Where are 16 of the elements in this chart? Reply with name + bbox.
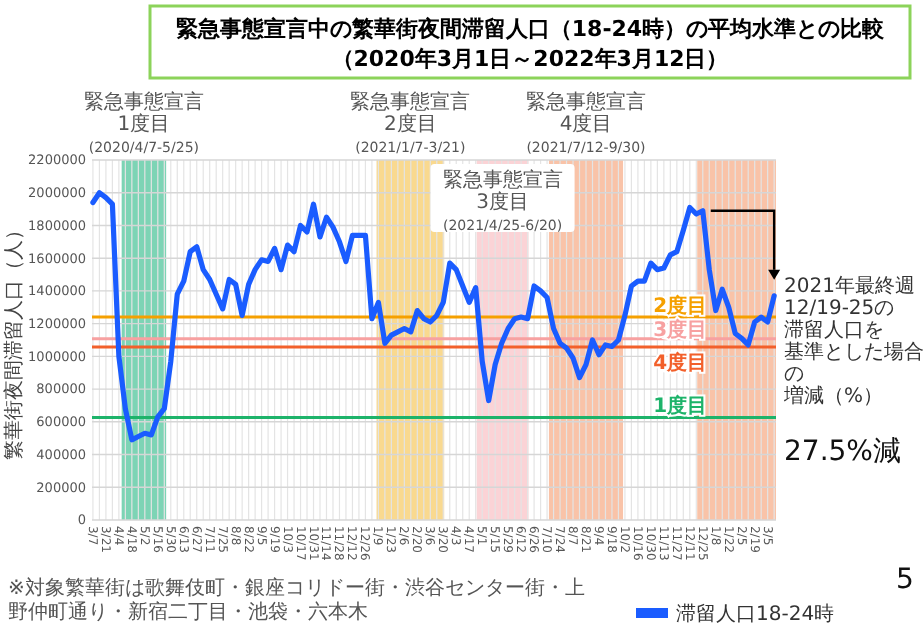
text: 滞留人口を <box>784 318 884 342</box>
text: 基準とした場合の <box>784 340 924 386</box>
text: 27.5%減 <box>784 436 901 468</box>
legend-label: 滞留人口18-24時 <box>676 602 835 626</box>
text: ※対象繁華街は歌舞伎町・銀座コリドー街・渋谷センター街・上野仲町通り・新宿二丁目・池袋・六本木 <box>8 576 585 624</box>
y-axis-title: 繁華街夜間滞留人口（人） <box>2 220 26 460</box>
annotation: 2021年最終週 <box>784 274 915 298</box>
text: 12/19-25の <box>784 298 895 320</box>
chart-subtitle: （2020年3月1日～2022年3月12日） <box>331 46 729 72</box>
text: 増減（%） <box>782 384 884 408</box>
ref-line-label: 2度目 <box>653 294 708 319</box>
chart-title: 緊急事態宣言中の繁華街夜間滞留人口（18-24時）の平均水準との比較 <box>175 16 887 42</box>
ref-line-label: 1度目 <box>653 394 708 419</box>
line-series <box>90 190 777 443</box>
text: 5 <box>896 564 914 596</box>
ref-line-label: 4度目 <box>653 351 708 376</box>
